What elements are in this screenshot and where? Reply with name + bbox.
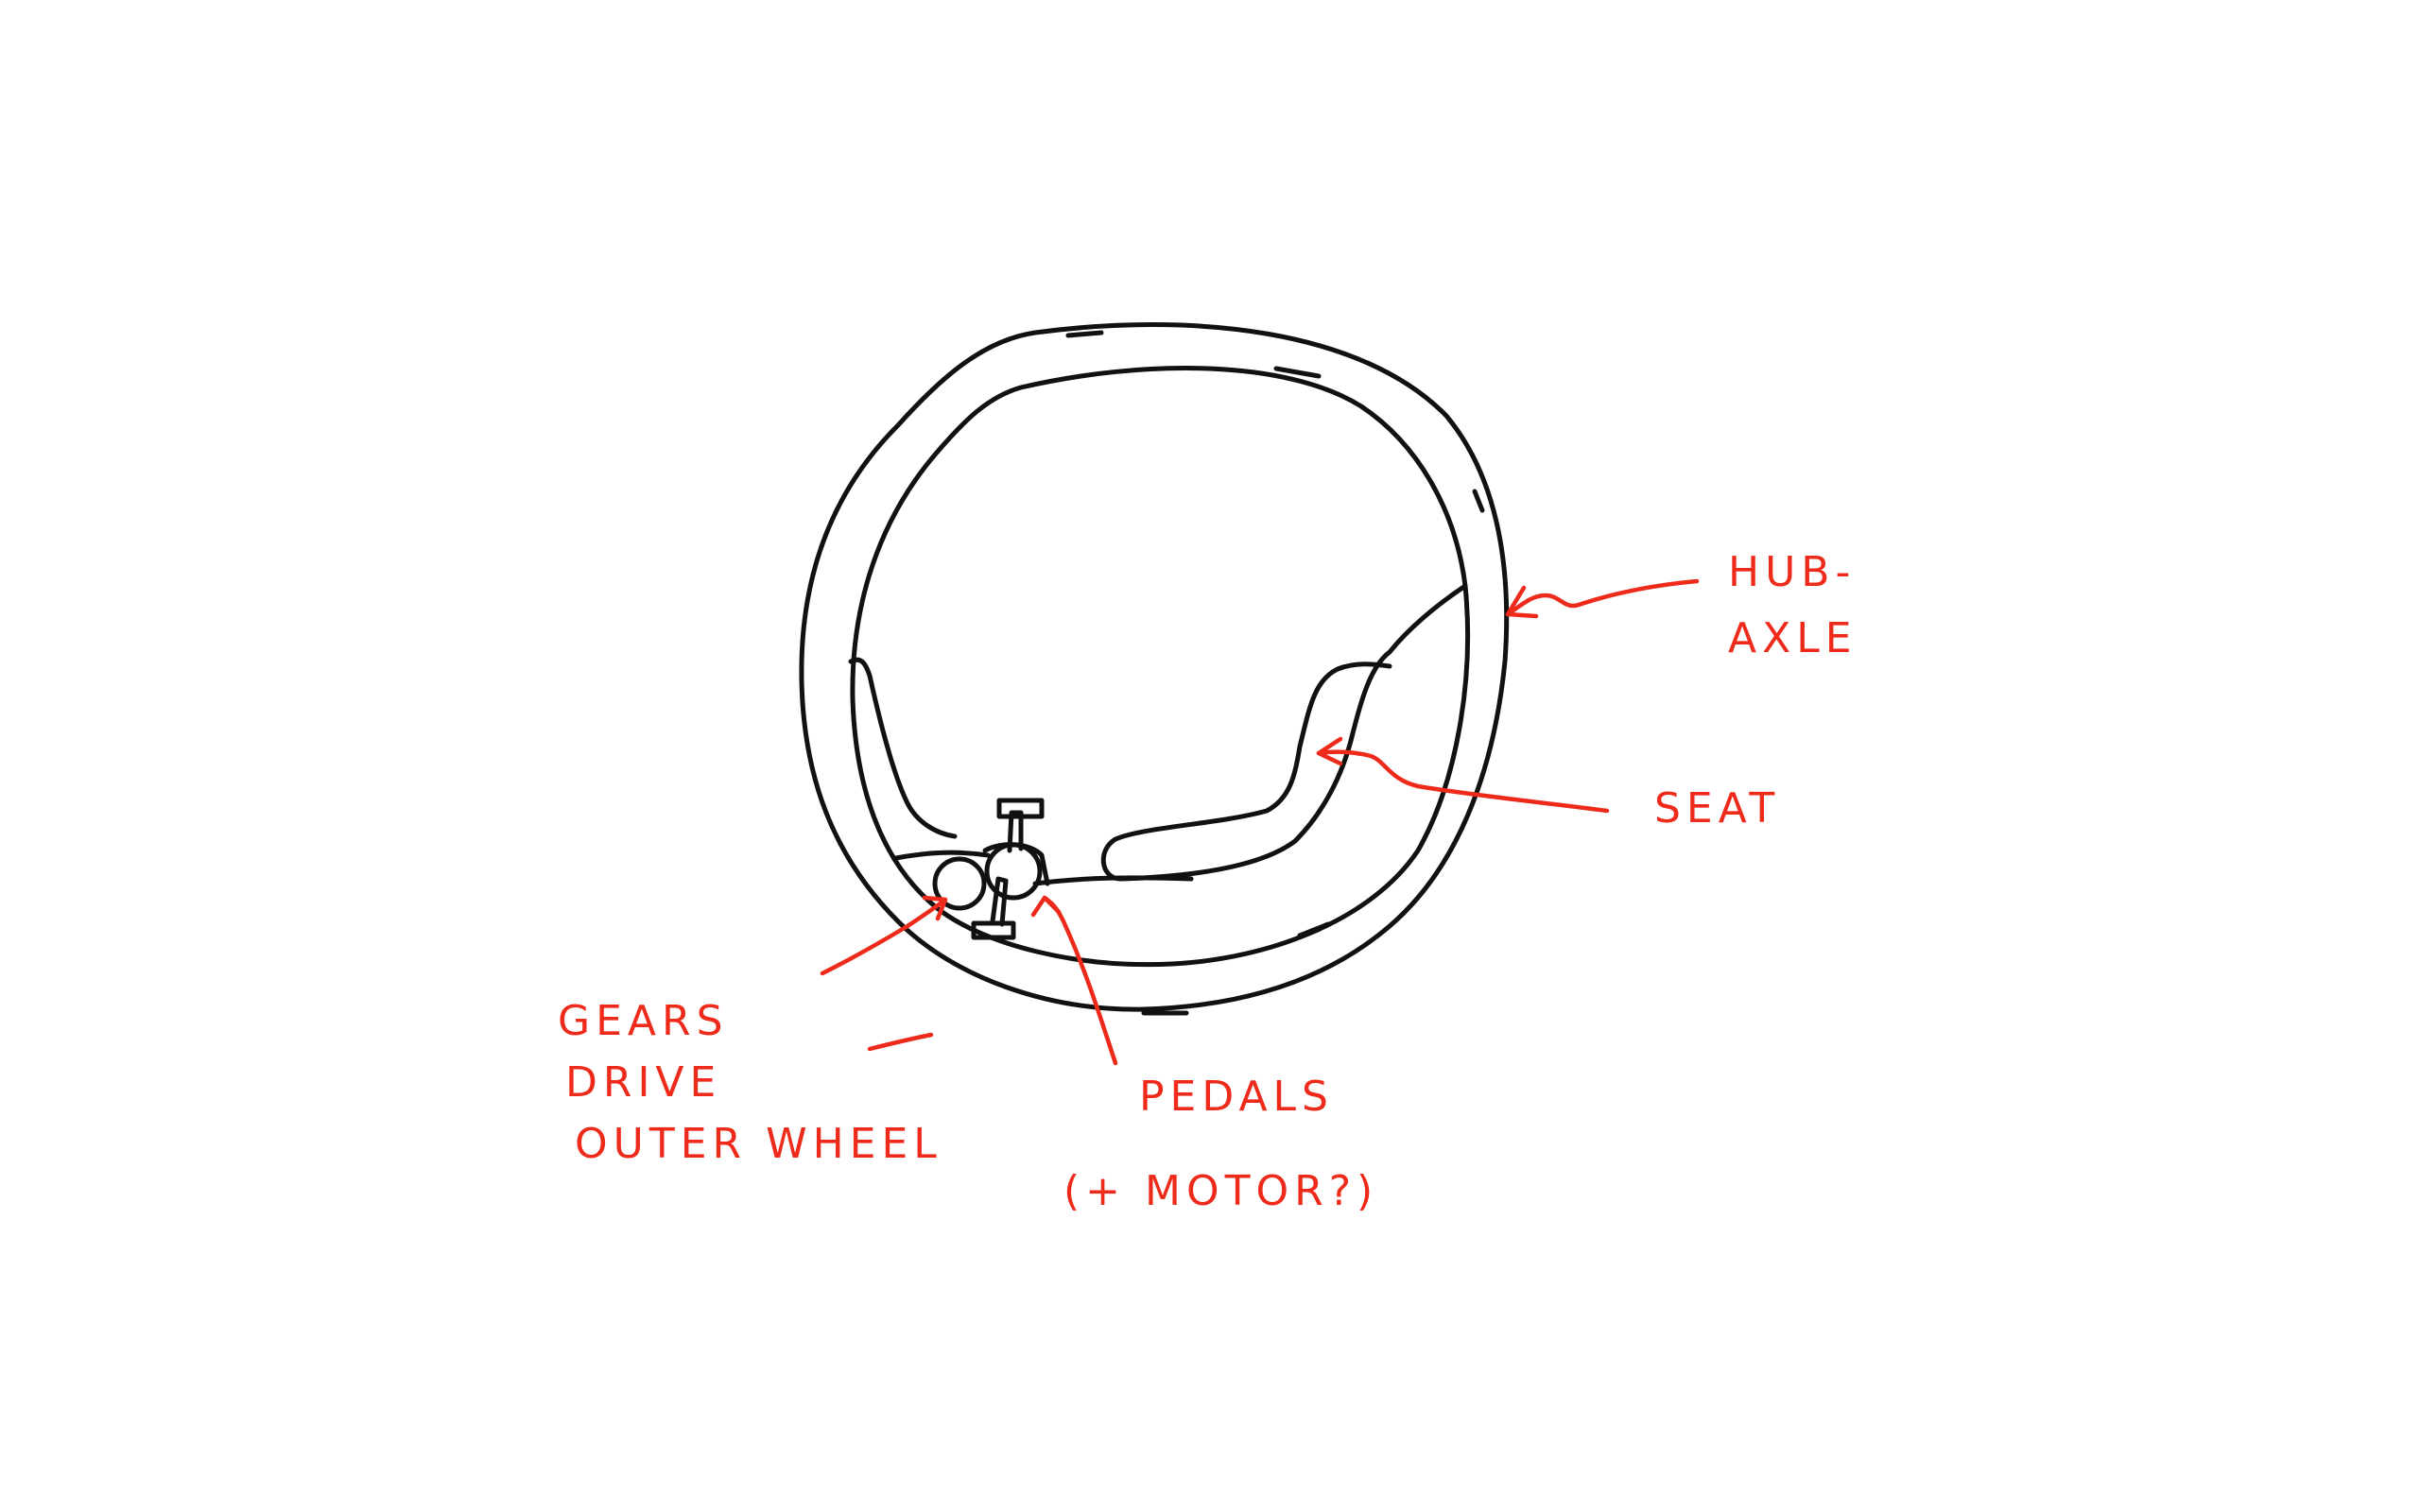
hub-label-line1: HUB- (1728, 548, 1856, 596)
rim-mark (1472, 489, 1485, 513)
gears-arrow (820, 897, 948, 976)
gear-small (932, 856, 987, 911)
backrest-shape (848, 657, 958, 839)
pedal-crank-lower (990, 876, 1009, 927)
frame-line (893, 850, 1194, 886)
pedals-arrowhead (1030, 895, 1062, 918)
seat-arrow (1316, 749, 1610, 814)
rim-mark (1297, 921, 1331, 938)
rim-mark (1065, 330, 1104, 338)
gears-arrowhead (922, 895, 948, 921)
seat-arrowhead (1316, 736, 1343, 766)
gears-label-line2: DRIVE (565, 1058, 721, 1107)
seat-shape (1100, 583, 1468, 882)
inner-wheel-rim (850, 366, 1471, 968)
seat-label: SEAT (1654, 784, 1780, 833)
pedal-upper (996, 798, 1045, 819)
gears-label-line3: OUTER WHEEL (575, 1120, 942, 1168)
outer-wheel-rim (799, 322, 1510, 1012)
pedal-lower (971, 920, 1016, 940)
pedals-label-line2: (+ MOTOR?) (1063, 1167, 1378, 1215)
pedals-label-line1: PEDALS (1139, 1073, 1334, 1121)
gears-label-line1: GEARS (558, 997, 729, 1045)
hub-label-line2: AXLE (1728, 614, 1858, 662)
gears-underline (867, 1032, 934, 1052)
pedals-arrow (1042, 895, 1118, 1066)
pedal-crank-upper (1007, 810, 1024, 853)
hub-axle-arrowhead (1505, 585, 1539, 619)
rim-mark (1273, 366, 1322, 379)
hub-axle-arrow (1505, 578, 1700, 617)
